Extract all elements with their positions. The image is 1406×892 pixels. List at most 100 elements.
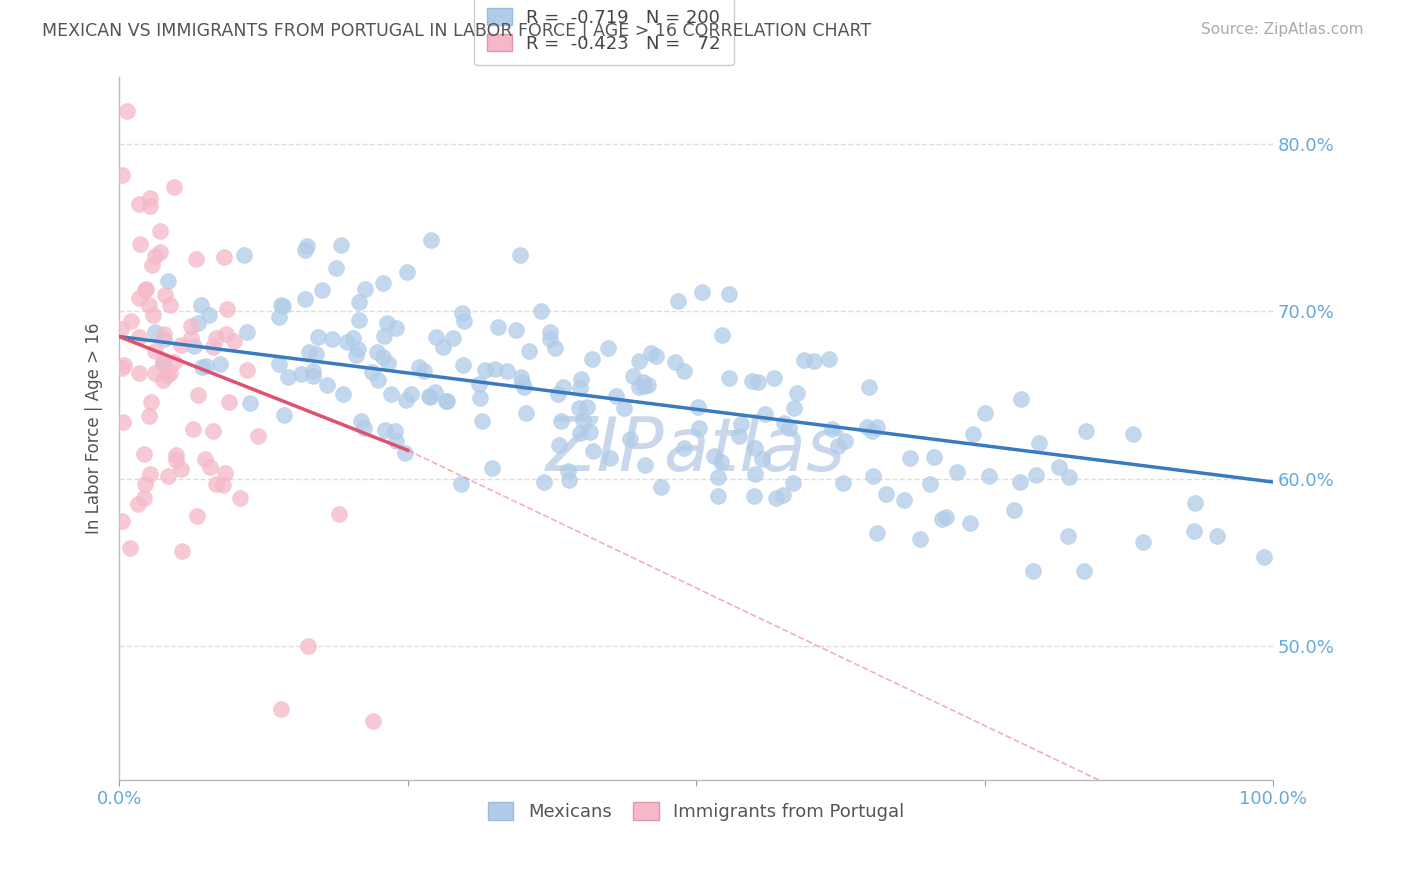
Point [1073,564,1095,578]
Point [366,345,388,359]
Point [1182,524,1205,538]
Point [509,248,531,262]
Point [311,283,333,297]
Point [112,416,135,430]
Point [120,541,142,556]
Point [744,441,766,455]
Point [380,386,402,401]
Point [1122,427,1144,442]
Point [408,359,430,374]
Point [385,434,408,448]
Point [973,406,995,420]
Point [201,340,224,354]
Point [818,351,841,366]
Point [747,376,769,390]
Point [112,359,135,373]
Point [128,330,150,344]
Point [893,493,915,508]
Point [128,291,150,305]
Point [270,702,292,716]
Point [538,326,561,340]
Point [163,354,186,368]
Point [127,497,149,511]
Point [236,363,259,377]
Point [568,425,591,440]
Point [744,467,766,481]
Point [152,373,174,387]
Point [132,447,155,461]
Point [1057,529,1080,543]
Point [321,332,343,346]
Point [832,476,855,491]
Point [371,350,394,364]
Point [128,197,150,211]
Point [307,330,329,344]
Point [194,359,217,373]
Point [394,445,416,459]
Point [111,515,134,529]
Point [186,508,208,523]
Point [418,389,440,403]
Point [212,477,235,491]
Point [605,389,627,403]
Point [664,355,686,369]
Point [214,466,236,480]
Point [111,169,134,183]
Point [453,314,475,328]
Point [139,467,162,482]
Point [159,298,181,312]
Text: Source: ZipAtlas.com: Source: ZipAtlas.com [1201,22,1364,37]
Point [120,314,142,328]
Point [229,491,252,506]
Point [361,714,384,728]
Point [332,386,354,401]
Point [209,357,232,371]
Point [1205,529,1227,543]
Point [205,477,228,491]
Point [711,328,734,343]
Point [690,285,713,299]
Point [741,374,763,388]
Point [572,412,595,426]
Point [513,380,536,394]
Point [138,409,160,423]
Point [236,325,259,339]
Point [672,441,695,455]
Point [786,385,808,400]
Point [153,333,176,347]
Point [377,356,399,370]
Point [627,379,650,393]
Point [267,357,290,371]
Point [568,381,591,395]
Point [336,334,359,349]
Point [302,368,325,383]
Point [834,434,856,448]
Point [224,334,246,348]
Point [599,450,621,465]
Point [515,406,537,420]
Point [875,486,897,500]
Point [134,491,156,505]
Point [468,391,491,405]
Point [631,376,654,390]
Point [575,400,598,414]
Point [569,372,592,386]
Point [436,394,458,409]
Point [344,348,367,362]
Point [946,465,969,479]
Point [143,326,166,340]
Point [419,390,441,404]
Point [135,282,157,296]
Point [898,450,921,465]
Point [509,369,531,384]
Point [1008,475,1031,489]
Point [215,301,238,316]
Point [273,409,295,423]
Point [141,258,163,272]
Point [866,420,889,434]
Point [510,375,533,389]
Point [347,342,370,356]
Point [330,237,353,252]
Point [157,468,180,483]
Point [267,310,290,324]
